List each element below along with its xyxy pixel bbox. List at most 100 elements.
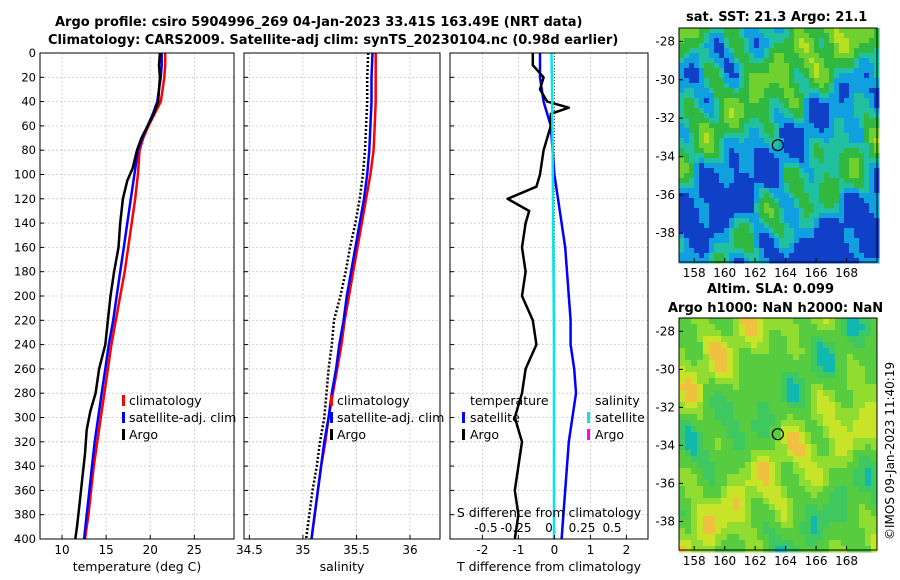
sst_map-cell	[854, 78, 860, 84]
sla_map-cell	[739, 420, 746, 427]
sst_map-cell	[704, 193, 710, 199]
sst_map-cell	[799, 173, 805, 179]
sla_map-cell	[703, 462, 710, 469]
sla_map-cell	[721, 456, 728, 463]
sla_map-cell	[739, 546, 746, 553]
sst_map-cell	[739, 233, 745, 239]
differences-panel	[449, 52, 649, 540]
sla_map-cell	[685, 438, 692, 445]
sla_map-cell	[835, 450, 842, 457]
sst_map-cell	[849, 28, 855, 34]
sst_map-cell	[854, 148, 860, 154]
sst_map-cell	[684, 68, 690, 74]
sst_map-cell	[714, 123, 720, 129]
sla_map-cell	[721, 330, 728, 337]
sst_map-cell	[819, 238, 825, 244]
sst_map-cell	[679, 143, 685, 149]
sst_map-cell	[819, 213, 825, 219]
sla_map-cell	[745, 510, 752, 517]
differences-xtick-label: -1	[512, 543, 524, 557]
sst_map-cell	[799, 238, 805, 244]
sst_map-cell	[849, 208, 855, 214]
sst_map-cell	[699, 218, 705, 224]
sla_map-cell	[733, 522, 740, 529]
sla_map-cell	[859, 360, 866, 367]
sla_map-cell	[679, 450, 686, 457]
sst_map-cell	[839, 208, 845, 214]
sst_map-cell	[689, 178, 695, 184]
sla_map-cell	[691, 456, 698, 463]
sst_map-cell	[729, 128, 735, 134]
sla_map-cell	[679, 372, 686, 379]
sst_map-cell	[774, 113, 780, 119]
sla_map-cell	[685, 444, 692, 451]
sla_map-cell	[721, 540, 728, 547]
sla_map-cell	[817, 480, 824, 487]
sla_map-cell	[697, 336, 704, 343]
sla_map-cell	[763, 384, 770, 391]
sla_map-cell	[733, 456, 740, 463]
sst_map-cell	[814, 123, 820, 129]
sst_map-cell	[739, 113, 745, 119]
sst_map-cell	[764, 233, 770, 239]
sst_map-cell	[779, 133, 785, 139]
sst_map-cell	[694, 58, 700, 64]
sla_map-cell	[715, 336, 722, 343]
sla_map-cell	[757, 402, 764, 409]
sst_map-cell	[744, 28, 750, 34]
sla_map-cell	[679, 456, 686, 463]
sst_map-cell	[849, 178, 855, 184]
sla_map-cell	[679, 342, 686, 349]
sla_map-cell	[793, 486, 800, 493]
sla_map-cell	[715, 432, 722, 439]
sla_map-cell	[859, 378, 866, 385]
sst_map-cell	[719, 88, 725, 94]
sla_map-cell	[781, 504, 788, 511]
sla_map-cell	[799, 480, 806, 487]
sla_map-cell	[829, 510, 836, 517]
sst_map-cell	[794, 108, 800, 114]
sst_map-cell	[859, 43, 865, 49]
sla_map-cell	[799, 540, 806, 547]
sla_map-cell	[703, 348, 710, 355]
sst_map-cell	[774, 198, 780, 204]
sst_map-cell	[804, 223, 810, 229]
sla_map-cell	[679, 516, 686, 523]
sst_map-cell	[734, 33, 740, 39]
sst_map-cell	[694, 88, 700, 94]
sla_map-cell	[685, 336, 692, 343]
sst_map-cell	[689, 158, 695, 164]
sst_map-cell	[779, 193, 785, 199]
sst_map-cell	[694, 153, 700, 159]
sst_map-cell	[799, 198, 805, 204]
sst_map-cell	[859, 188, 865, 194]
sst_map-cell	[804, 148, 810, 154]
sla_map-cell	[769, 438, 776, 445]
sla_map-cell	[829, 474, 836, 481]
sst_map-cell	[749, 108, 755, 114]
sla_map-cell	[853, 540, 860, 547]
sst_map-cell	[774, 58, 780, 64]
sst_map-cell	[809, 203, 815, 209]
sla_map-cell	[685, 474, 692, 481]
sst_map-cell	[844, 88, 850, 94]
sst_map-cell	[704, 93, 710, 99]
sst_map-cell	[839, 118, 845, 124]
sst_map-cell	[734, 133, 740, 139]
sst_map-cell	[719, 43, 725, 49]
sst_map-cell	[869, 63, 875, 69]
sla_map-cell	[697, 450, 704, 457]
sst_map-cell	[749, 158, 755, 164]
sst_map-cell	[704, 208, 710, 214]
sst_map-cell	[839, 83, 845, 89]
sla_map-cell	[793, 516, 800, 523]
sst_map-cell	[774, 28, 780, 34]
sla_map-cell	[829, 396, 836, 403]
sst_map-cell	[789, 178, 795, 184]
sla_map-cell	[835, 486, 842, 493]
sst_map-cell	[789, 113, 795, 119]
sst_map-cell	[769, 83, 775, 89]
sst_map-cell	[849, 173, 855, 179]
sla_map-cell	[835, 378, 842, 385]
sst_map-cell	[679, 103, 685, 109]
